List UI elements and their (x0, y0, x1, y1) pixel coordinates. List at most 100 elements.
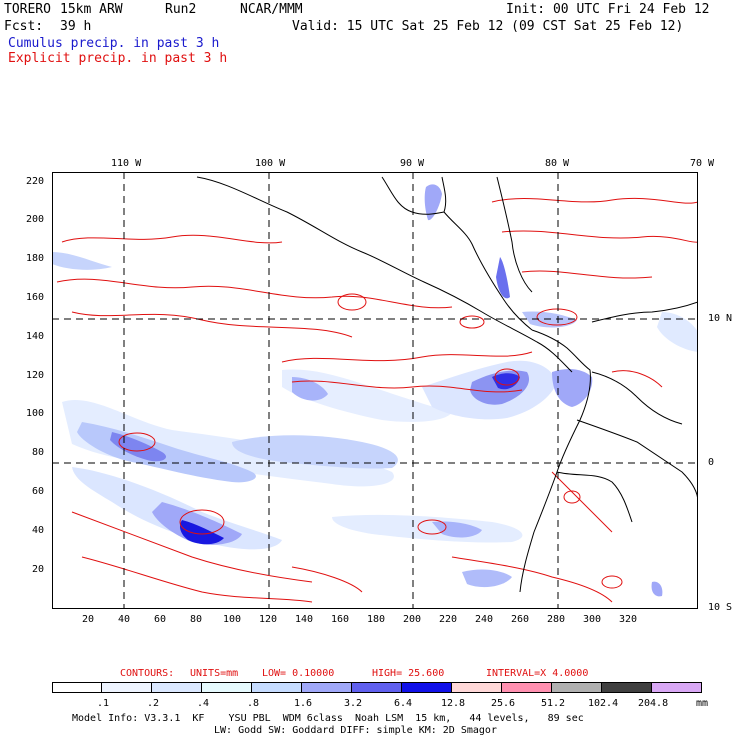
x-tick: 200 (403, 614, 422, 625)
lat-label: 0 (708, 457, 715, 468)
colorbar-swatch (251, 682, 302, 693)
map-frame (52, 172, 698, 609)
lon-label: 70 W (690, 158, 715, 169)
lat-label: 10 N (708, 313, 733, 324)
colorbar-label: 25.6 (491, 698, 516, 709)
coastline-south-america (519, 329, 591, 593)
precip-area-medium (232, 435, 398, 469)
precip-area-heavy (496, 257, 510, 299)
precip-area-medium (292, 377, 328, 401)
contour-line (611, 370, 663, 388)
lon-label: 80 W (545, 158, 570, 169)
run-label: Run2 (165, 2, 197, 17)
contour-line (451, 556, 613, 603)
contour-line (281, 351, 533, 363)
lon-label: 110 W (111, 158, 142, 169)
contour-line (521, 270, 653, 279)
forecast-label: Fcst: (4, 19, 44, 34)
precip-area-heavy (492, 373, 520, 390)
y-tick: 40 (32, 525, 45, 536)
colorbar-label: .8 (247, 698, 260, 709)
y-tick: 200 (26, 214, 45, 225)
physics-info: LW: Godd SW: Goddard DIFF: simple KM: 2D… (214, 725, 497, 736)
contour-line (81, 556, 313, 603)
colorbar-label: 6.4 (394, 698, 413, 709)
contours-low: LOW= 0.10000 (262, 668, 335, 679)
colorbar-swatch (301, 682, 352, 693)
contours-units: UNITS=mm (190, 668, 239, 679)
precip-area-medium (52, 252, 112, 270)
contour-line (61, 234, 283, 244)
colorbar-swatch (501, 682, 552, 693)
contour-loop (179, 509, 225, 535)
colorbar-label: 102.4 (588, 698, 619, 709)
y-tick: 220 (26, 176, 45, 187)
org-label: NCAR/MMM (240, 2, 303, 17)
coastline-central-america (196, 176, 573, 373)
x-tick: 100 (223, 614, 242, 625)
latlon-grid (52, 172, 698, 609)
cumulus-legend: Cumulus precip. in past 3 h (8, 36, 220, 51)
y-tick: 20 (32, 564, 45, 575)
y-tick: 60 (32, 486, 45, 497)
colorbar-swatch (201, 682, 252, 693)
y-tick: 140 (26, 331, 45, 342)
contour-loop (459, 315, 485, 329)
contour-line (501, 230, 698, 243)
contours-interval: INTERVAL=X 4.0000 (486, 668, 589, 679)
colorbar-label: 3.2 (344, 698, 363, 709)
colorbar-label: 204.8 (638, 698, 669, 709)
contours-high: HIGH= 25.600 (372, 668, 445, 679)
colorbar-label: .2 (147, 698, 160, 709)
lat-label: 10 S (708, 602, 733, 613)
colorbar-swatch (351, 682, 402, 693)
x-tick: 140 (295, 614, 314, 625)
lon-label: 100 W (255, 158, 286, 169)
y-tick: 160 (26, 292, 45, 303)
contour-loop (563, 490, 581, 504)
contour-line (71, 511, 313, 583)
x-tick: 260 (511, 614, 530, 625)
valid-time: Valid: 15 UTC Sat 25 Feb 12 (09 CST Sat … (292, 19, 684, 34)
contour-loop (536, 308, 578, 326)
y-tick: 80 (32, 447, 45, 458)
x-tick: 160 (331, 614, 350, 625)
x-tick: 20 (82, 614, 95, 625)
forecast-hour: 39 h (60, 19, 92, 34)
border-line (556, 471, 633, 523)
colorbar-swatch (401, 682, 452, 693)
precip-map (52, 172, 698, 609)
x-tick: 180 (367, 614, 386, 625)
x-tick: 220 (439, 614, 458, 625)
contour-line (71, 311, 353, 338)
x-tick: 120 (259, 614, 278, 625)
colorbar-swatch (101, 682, 152, 693)
colorbar-swatch (52, 682, 102, 693)
precip-area-medium (432, 521, 482, 538)
x-tick: 280 (547, 614, 566, 625)
init-time: Init: 00 UTC Fri 24 Feb 12 (506, 2, 710, 17)
colorbar-label: .4 (197, 698, 210, 709)
contour-loop (601, 575, 623, 589)
contours-label: CONTOURS: (120, 668, 175, 679)
colorbar-label: 1.6 (294, 698, 313, 709)
coastline-colombia-venezuela (591, 301, 698, 323)
colorbar-label: 12.8 (441, 698, 466, 709)
contour-loop (337, 293, 367, 311)
border-line (576, 419, 698, 503)
border-line (496, 176, 533, 293)
colorbar-swatch (601, 682, 652, 693)
precip-area-medium (552, 369, 593, 407)
contour-loop (417, 519, 447, 535)
colorbar-label: .1 (97, 698, 110, 709)
contour-loop (118, 432, 156, 452)
explicit-legend: Explicit precip. in past 3 h (8, 51, 228, 66)
contour-line (291, 566, 363, 593)
x-tick: 300 (583, 614, 602, 625)
x-tick: 240 (475, 614, 494, 625)
x-tick: 80 (190, 614, 203, 625)
contour-line (491, 197, 698, 204)
y-tick: 120 (26, 370, 45, 381)
x-tick: 60 (154, 614, 167, 625)
colorbar-unit: mm (696, 698, 709, 709)
